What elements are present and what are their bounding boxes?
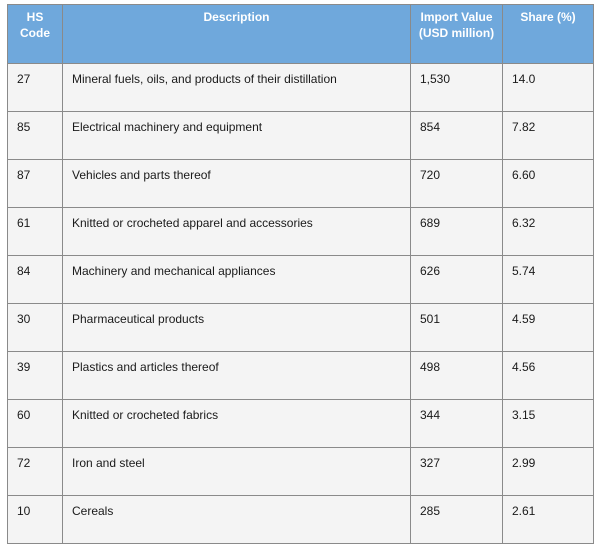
cell-description: Vehicles and parts thereof [62,159,411,208]
cell-description: Mineral fuels, oils, and products of the… [62,63,411,112]
cell-hs-code: 27 [7,63,63,112]
cell-description: Iron and steel [62,447,411,496]
table-row: 61 Knitted or crocheted apparel and acce… [7,207,594,256]
cell-description: Electrical machinery and equipment [62,111,411,160]
cell-share: 6.60 [502,159,594,208]
cell-description: Pharmaceutical products [62,303,411,352]
header-description: Description [62,4,411,64]
cell-import-value: 344 [410,399,503,448]
header-hs-code: HS Code [7,4,63,64]
cell-hs-code: 39 [7,351,63,400]
header-import-value: Import Value (USD million) [410,4,503,64]
cell-hs-code: 87 [7,159,63,208]
table-row: 60 Knitted or crocheted fabrics 344 3.15 [7,399,594,448]
cell-share: 14.0 [502,63,594,112]
cell-import-value: 498 [410,351,503,400]
cell-hs-code: 72 [7,447,63,496]
cell-description: Knitted or crocheted apparel and accesso… [62,207,411,256]
cell-hs-code: 84 [7,255,63,304]
table-row: 72 Iron and steel 327 2.99 [7,447,594,496]
cell-description: Machinery and mechanical appliances [62,255,411,304]
cell-description: Cereals [62,495,411,544]
cell-description: Plastics and articles thereof [62,351,411,400]
cell-hs-code: 10 [7,495,63,544]
cell-share: 4.59 [502,303,594,352]
cell-hs-code: 30 [7,303,63,352]
import-table: HS Code Description Import Value (USD mi… [7,4,594,544]
cell-import-value: 285 [410,495,503,544]
cell-hs-code: 85 [7,111,63,160]
table-header-row: HS Code Description Import Value (USD mi… [7,4,594,64]
cell-import-value: 689 [410,207,503,256]
table-row: 87 Vehicles and parts thereof 720 6.60 [7,159,594,208]
table-row: 30 Pharmaceutical products 501 4.59 [7,303,594,352]
table-row: 39 Plastics and articles thereof 498 4.5… [7,351,594,400]
table-row: 10 Cereals 285 2.61 [7,495,594,544]
table-row: 85 Electrical machinery and equipment 85… [7,111,594,160]
cell-import-value: 720 [410,159,503,208]
cell-description: Knitted or crocheted fabrics [62,399,411,448]
cell-share: 6.32 [502,207,594,256]
cell-share: 5.74 [502,255,594,304]
cell-import-value: 854 [410,111,503,160]
cell-import-value: 327 [410,447,503,496]
cell-hs-code: 60 [7,399,63,448]
header-share: Share (%) [502,4,594,64]
cell-share: 2.61 [502,495,594,544]
cell-share: 4.56 [502,351,594,400]
table-row: 84 Machinery and mechanical appliances 6… [7,255,594,304]
cell-import-value: 501 [410,303,503,352]
cell-share: 3.15 [502,399,594,448]
cell-import-value: 626 [410,255,503,304]
table-row: 27 Mineral fuels, oils, and products of … [7,63,594,112]
cell-share: 2.99 [502,447,594,496]
cell-import-value: 1,530 [410,63,503,112]
cell-hs-code: 61 [7,207,63,256]
import-table-container: HS Code Description Import Value (USD mi… [7,4,594,544]
cell-share: 7.82 [502,111,594,160]
